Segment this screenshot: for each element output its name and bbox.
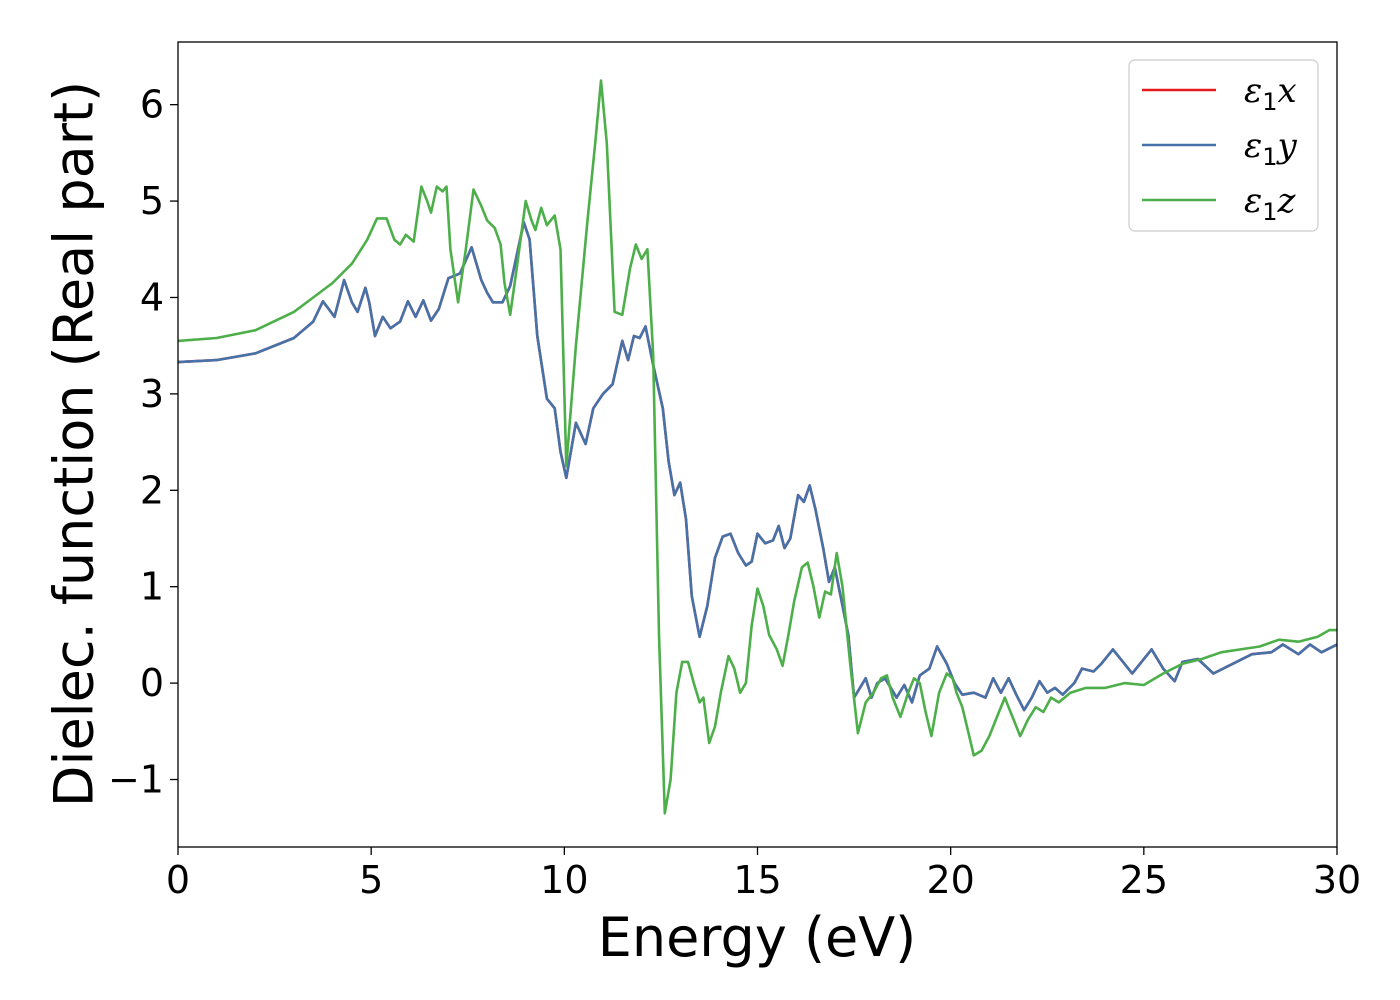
- y-tick-label: 0: [140, 661, 164, 705]
- y-tick-label: 1: [140, 565, 164, 609]
- series-lines: [178, 79, 1337, 815]
- legend-label-x: ε1x: [1244, 71, 1297, 116]
- y-axis-label: Dielec. function (Real part): [43, 81, 106, 807]
- y-tick-label: 5: [140, 179, 164, 223]
- legend-label-y: ε1y: [1244, 126, 1298, 171]
- x-tick-label: 10: [540, 858, 588, 902]
- legend-symbol: ε: [1244, 126, 1262, 166]
- legend-box: [1128, 59, 1319, 232]
- legend-component: z: [1277, 181, 1297, 221]
- plot-frame: [177, 41, 1338, 848]
- x-axis-ticks: 0 5 10 15 20 25 30: [166, 847, 1361, 902]
- y-tick-label: −1: [108, 758, 164, 802]
- x-tick-label: 30: [1313, 858, 1361, 902]
- series-line-y: [178, 221, 1337, 712]
- legend-label-z: ε1z: [1244, 181, 1297, 226]
- x-tick-label: 25: [1120, 858, 1168, 902]
- y-tick-label: 6: [140, 83, 164, 127]
- x-tick-label: 20: [926, 858, 974, 902]
- y-axis-ticks: −1 0 1 2 3 4 5 6: [108, 83, 178, 802]
- legend-symbol: ε: [1244, 181, 1262, 221]
- series-line-z: [178, 79, 1337, 815]
- y-tick-label: 4: [140, 275, 164, 319]
- legend-component: x: [1278, 71, 1297, 111]
- legend-subscript: 1: [1262, 143, 1277, 171]
- legend-subscript: 1: [1262, 198, 1277, 226]
- y-tick-label: 3: [140, 372, 164, 416]
- legend-symbol: ε: [1244, 71, 1262, 111]
- y-tick-label: 2: [140, 468, 164, 512]
- x-tick-label: 0: [166, 858, 190, 902]
- legend-subscript: 1: [1262, 88, 1277, 116]
- x-axis-label: Energy (eV): [598, 906, 917, 969]
- x-tick-label: 15: [733, 858, 781, 902]
- legend-component: y: [1276, 126, 1298, 166]
- x-tick-label: 5: [359, 858, 383, 902]
